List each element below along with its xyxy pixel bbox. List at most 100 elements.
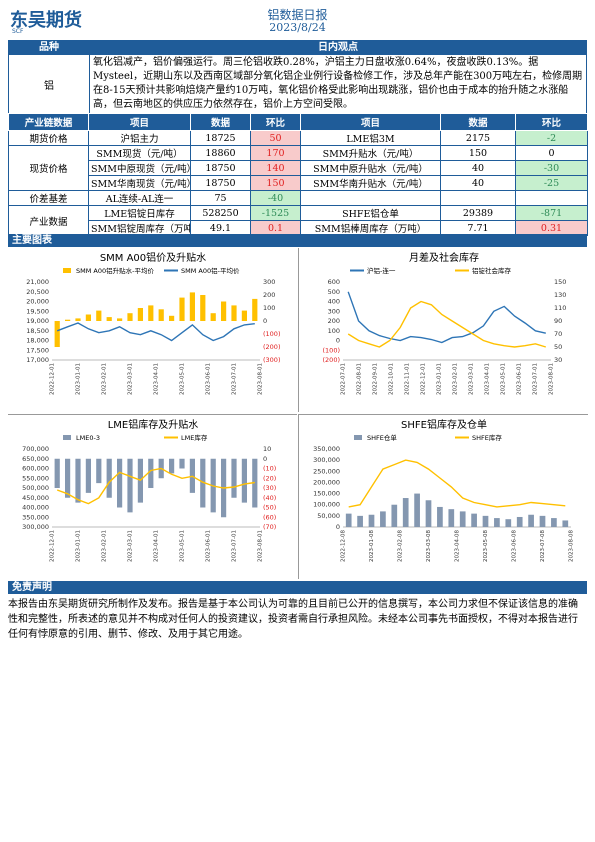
bar [505, 519, 512, 527]
y-tick-label: 400,000 [22, 504, 49, 512]
bar [231, 305, 237, 321]
item: SMM华南现货（元/吨） [88, 175, 191, 191]
y-tick-label: 200,000 [313, 478, 340, 486]
bar [106, 458, 112, 498]
value: 18750 [190, 160, 251, 176]
bar [148, 305, 154, 321]
legend-label: SMM A00铝升贴水-平均价 [76, 266, 154, 275]
group-label: 现货价格 [8, 145, 89, 191]
table-row: 价差基差 AL连续-AL连一 75 -40 [8, 190, 588, 206]
x-tick-label: 2023-04-08 [455, 530, 461, 562]
chart-title: SHFE铝库存及仓单 [401, 418, 487, 431]
legend-label: SMM A00铝-平均价 [181, 266, 240, 275]
y-tick-label: (100) [323, 346, 340, 354]
bar [75, 318, 81, 321]
y-tick-label: 150,000 [313, 490, 340, 498]
x-tick-label: 2023-05-01 [180, 530, 186, 562]
group-label: 期货价格 [8, 130, 89, 146]
bar [137, 308, 143, 321]
y-tick-label: 17,000 [26, 356, 49, 364]
bar [75, 458, 81, 503]
data-table: 产业链数据 项目 数据 环比 项目 数据 环比 期货价格 沪铝主力 18725 50 LME铝3M 2… [8, 113, 588, 236]
column-header: 产业链数据 [8, 113, 89, 131]
y-tick-label: 0 [336, 337, 340, 345]
bar [402, 498, 409, 527]
table-row: 期货价格 沪铝主力 18725 50 LME铝3M 2175 -2 [8, 130, 588, 146]
x-tick-label: 2023-05-01 [180, 363, 186, 395]
item: LME铝锭日库存 [88, 205, 191, 221]
bar [368, 514, 375, 527]
date: 2023/8/24 [269, 21, 326, 34]
empty-cell [440, 190, 516, 206]
header: 东吴期货 SCF 铝数据日报 2023/8/24 [0, 0, 595, 40]
bar [221, 301, 227, 321]
column-header: 数据 [440, 113, 516, 131]
bar [65, 458, 71, 498]
chart-title: LME铝库存及升贴水 [108, 418, 199, 431]
view-col: 品种 [8, 40, 90, 55]
x-tick-label: 2022-09-01 [373, 363, 379, 395]
group-label: 产业数据 [8, 205, 89, 236]
bar [106, 317, 112, 321]
bar [117, 318, 123, 321]
y-tick-label: 20,500 [26, 288, 49, 296]
bar [459, 511, 466, 527]
view-row: 铝 氧化铝减产，铝价偏强运行。周三伦铝收跌0.28%，沪铝主力日盘收涨0.64%… [8, 54, 587, 114]
x-tick-label: 2023-08-01 [549, 363, 555, 395]
title: 铝数据日报 [267, 8, 328, 22]
empty-cell [515, 190, 588, 206]
x-tick-label: 2023-07-01 [533, 363, 539, 395]
y-tick-label: 17,500 [26, 346, 49, 354]
y-tick-label: 0 [336, 523, 340, 531]
value: 2175 [440, 130, 516, 146]
change: -871 [515, 205, 588, 221]
bar [179, 458, 185, 469]
value: 150 [440, 145, 516, 161]
table-header: 产业链数据 项目 数据 环比 项目 数据 环比 [8, 113, 588, 131]
legend-label: 铝锭社会库存 [472, 266, 512, 275]
line [56, 467, 255, 505]
y-tick-label: 300 [263, 278, 275, 286]
y-tick-label: 50,000 [317, 512, 340, 520]
y-tick-label: 200 [263, 291, 275, 299]
line [56, 322, 255, 342]
y-tick-label: (20) [263, 474, 276, 482]
line [347, 291, 546, 344]
x-tick-label: 2023-07-01 [232, 363, 238, 395]
y-tick-label: 0 [263, 317, 267, 325]
bar [96, 458, 102, 484]
y-tick-label: 350,000 [313, 445, 340, 453]
x-tick-label: 2023-05-08 [483, 530, 489, 562]
view-item: 铝 [8, 54, 90, 114]
bar [148, 458, 154, 488]
column-header: 环比 [515, 113, 588, 131]
line [348, 459, 566, 508]
change: 150 [250, 175, 301, 191]
bar [65, 319, 71, 321]
x-tick-label: 2023-08-08 [569, 530, 575, 562]
item: 沪铝主力 [88, 130, 191, 146]
bar [241, 458, 247, 503]
item: SMM升贴水（元/吨） [300, 145, 441, 161]
change: 50 [250, 130, 301, 146]
legend-label: SHFE库存 [472, 433, 502, 442]
value: 40 [440, 160, 516, 176]
value: 18750 [190, 175, 251, 191]
x-tick-label: 2023-02-01 [453, 363, 459, 395]
value: 528250 [190, 205, 251, 221]
legend-label: SHFE仓单 [367, 433, 397, 442]
change: 0 [515, 145, 588, 161]
x-tick-label: 2022-12-01 [50, 363, 56, 395]
column-header: 数据 [190, 113, 251, 131]
bar [437, 506, 443, 527]
bar [96, 310, 102, 321]
item: AL连续-AL连一 [88, 190, 191, 206]
legend-label: LME0-3 [76, 434, 100, 442]
empty-cell [300, 190, 441, 206]
y-tick-label: (100) [263, 330, 280, 338]
bar [551, 518, 557, 527]
chart: SMM A00铝价及升贴水 SMM A00铝升贴水-平均价 SMM A00铝-平均价… [26, 251, 280, 395]
y-tick-label: 0 [263, 455, 267, 463]
bar [169, 458, 175, 474]
x-tick-label: 2023-01-01 [437, 363, 443, 395]
